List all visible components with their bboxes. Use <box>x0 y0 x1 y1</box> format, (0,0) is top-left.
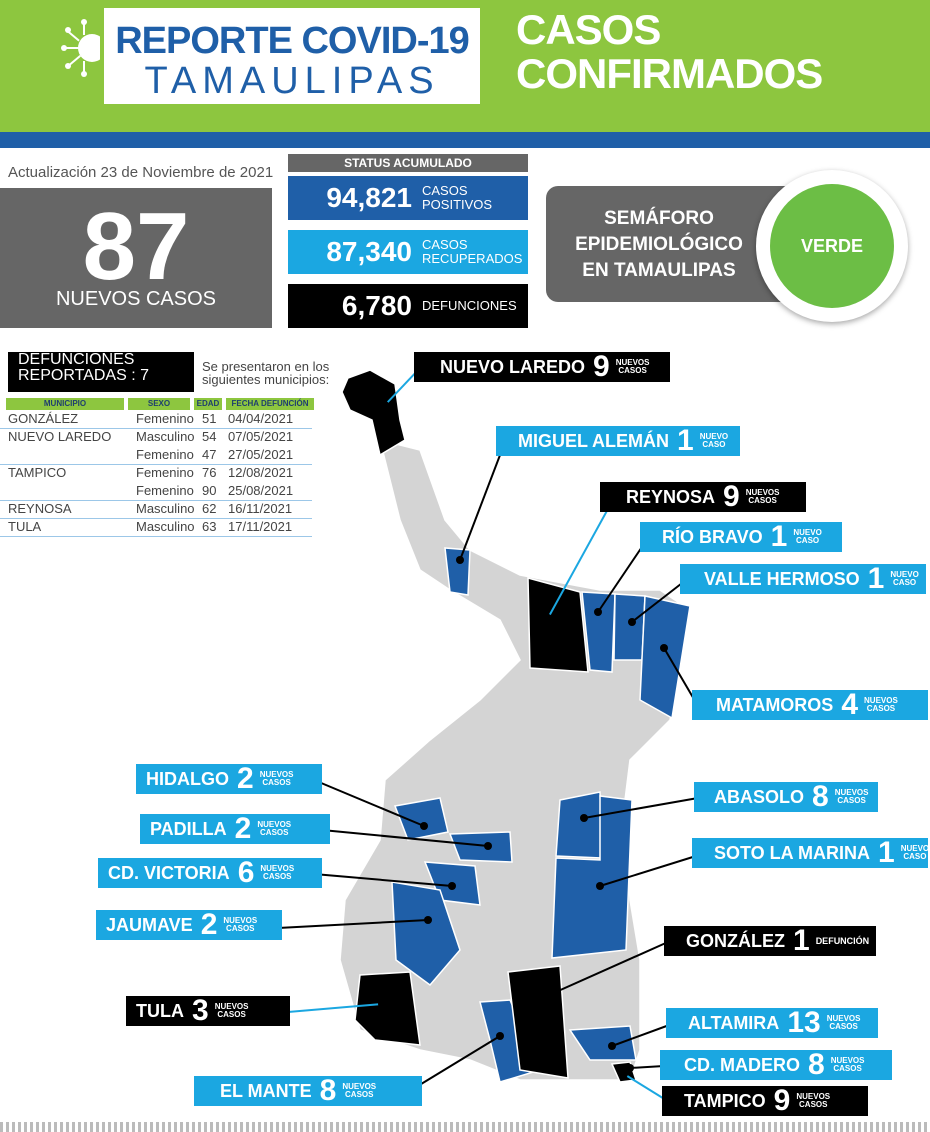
table-row: TAMPICO Femenino 76 12/08/2021 <box>8 465 294 480</box>
table-row: Femenino 47 27/05/2021 <box>136 447 294 462</box>
col-municipio: MUNICIPIO <box>6 398 124 410</box>
section-title-line1: CASOS <box>516 6 661 53</box>
map-valle-hermoso <box>613 593 646 661</box>
virus-icon <box>61 19 100 77</box>
table-row: REYNOSA Masculino 62 16/11/2021 <box>8 501 293 516</box>
defunciones-label: DEFUNCIONES <box>422 298 517 313</box>
label-cd-victoria: CD. VICTORIA 6 NUEVOS CASOS <box>98 856 322 889</box>
status-header: STATUS ACUMULADO <box>288 154 528 172</box>
label-cd-madero: CD. MADERO 8 NUEVOS CASOS <box>660 1048 892 1081</box>
table-row: NUEVO LAREDO Masculino 54 07/05/2021 <box>8 429 294 444</box>
label-padilla: PADILLA 2 NUEVOS CASOS <box>140 812 330 845</box>
map-tula <box>354 971 421 1046</box>
table-row: GONZÁLEZ Femenino 51 04/04/2021 <box>8 411 294 426</box>
label-altamira: ALTAMIRA 13 NUEVOS CASOS <box>666 1006 878 1039</box>
map-reynosa <box>527 577 589 673</box>
defunciones-value: 6,780 <box>341 290 412 321</box>
label-tampico: TAMPICO 9 NUEVOS CASOS <box>662 1084 868 1117</box>
defunciones-title: DEFUNCIONES REPORTADAS : 7 <box>8 352 194 392</box>
map-soto-la-marina <box>551 795 633 959</box>
label-reynosa: REYNOSA 9 NUEVOS CASOS <box>600 480 806 513</box>
map-rio-bravo <box>581 591 616 673</box>
label-hidalgo: HIDALGO 2 NUEVOS CASOS <box>136 762 322 795</box>
label-valle-hermoso: VALLE HERMOSO 1 NUEVO CASO <box>680 562 926 595</box>
new-cases-box: 87 NUEVOS CASOS <box>0 188 272 328</box>
map-jaumave <box>391 881 461 987</box>
footer-pattern <box>0 1122 930 1132</box>
new-cases-label: NUEVOS CASOS <box>55 288 217 310</box>
status-positivos: 94,821 CASOS POSITIVOS <box>288 176 528 220</box>
section-title-line2: CONFIRMADOS <box>516 50 823 97</box>
label-nuevo-laredo: NUEVO LAREDO 9 NUEVOS CASOS <box>414 350 670 383</box>
defunciones-note: Se presentaron en los siguientes municipi… <box>202 359 330 387</box>
map-altamira <box>568 1025 637 1061</box>
col-fecha: FECHA DEFUNCIÓN <box>226 398 314 410</box>
recuperados-value: 87,340 <box>326 236 412 267</box>
positivos-label: CASOS POSITIVOS <box>422 183 493 212</box>
map-nuevo-laredo <box>341 369 406 457</box>
report-title-box: REPORTE COVID-19 TAMAULIPAS <box>104 8 480 104</box>
table-row: TULA Masculino 63 17/11/2021 <box>8 519 293 534</box>
semaforo-title: SEMÁFORO EPIDEMIOLÓGICO EN TAMAULIPAS <box>575 208 743 281</box>
map-matamoros <box>639 595 691 720</box>
semaforo-box: SEMÁFORO EPIDEMIOLÓGICO EN TAMAULIPAS <box>546 186 796 302</box>
label-abasolo: ABASOLO 8 NUEVOS CASOS <box>694 780 878 813</box>
label-el-mante: EL MANTE 8 NUEVOS CASOS <box>194 1074 422 1107</box>
header-stripe <box>0 132 930 148</box>
recuperados-label: CASOS RECUPERADOS <box>422 237 523 266</box>
map-hidalgo <box>393 797 449 841</box>
label-matamoros: MATAMOROS 4 NUEVOS CASOS <box>692 688 928 721</box>
report-subtitle: TAMAULIPAS <box>144 60 440 102</box>
positivos-value: 94,821 <box>326 182 412 213</box>
section-title: CASOS CONFIRMADOS <box>516 6 823 97</box>
update-date: Actualización 23 de Noviembre de 2021 <box>8 164 274 181</box>
label-soto-la-marina: SOTO LA MARINA 1 NUEVO CASO <box>692 836 929 869</box>
label-jaumave: JAUMAVE 2 NUEVOS CASOS <box>96 908 282 941</box>
semaforo-status-light: VERDE <box>770 184 894 308</box>
label-rio-bravo: RÍO BRAVO 1 NUEVO CASO <box>640 520 842 553</box>
label-miguel-aleman: MIGUEL ALEMÁN 1 NUEVO CASO <box>496 424 740 457</box>
label-tula: TULA 3 NUEVOS CASOS <box>126 994 290 1027</box>
label-gonzalez: GONZÁLEZ 1 DEFUNCIÓN <box>664 924 876 957</box>
map-padilla <box>448 831 513 863</box>
col-sexo: SEXO <box>128 398 190 410</box>
new-cases-number: 87 <box>82 193 190 300</box>
col-edad: EDAD <box>194 398 222 410</box>
map-abasolo <box>555 791 603 859</box>
report-title: REPORTE COVID-19 <box>115 20 470 62</box>
table-row: Femenino 90 25/08/2021 <box>136 483 294 498</box>
status-defunciones: 6,780 DEFUNCIONES <box>288 284 528 328</box>
status-recuperados: 87,340 CASOS RECUPERADOS <box>288 230 528 274</box>
